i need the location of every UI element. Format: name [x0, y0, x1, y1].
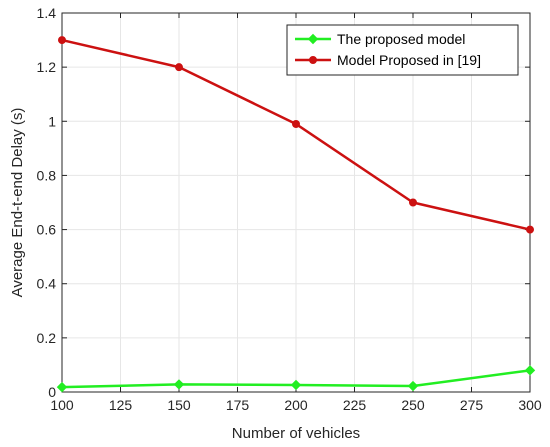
x-tick-label: 225 [343, 397, 367, 413]
y-tick-label: 1.2 [37, 59, 57, 75]
legend-swatch-marker [309, 56, 317, 64]
x-tick-label: 125 [109, 397, 133, 413]
x-tick-label: 200 [284, 397, 308, 413]
series-group [56, 36, 536, 393]
legend-entry-1: The proposed model [295, 31, 465, 47]
y-tick-label: 0.6 [37, 222, 57, 238]
y-tick-label: 0.2 [37, 330, 57, 346]
legend-label: Model Proposed in [19] [337, 52, 481, 68]
x-axis-title: Number of vehicles [232, 425, 360, 442]
x-tick-label: 100 [50, 397, 74, 413]
series-1 [56, 365, 536, 393]
data-point [526, 225, 534, 234]
legend-label: The proposed model [337, 31, 465, 47]
x-tick-label: 150 [167, 397, 191, 413]
legend-box [286, 24, 519, 76]
x-tick-label: 300 [518, 397, 542, 413]
data-point [58, 36, 66, 45]
data-point [290, 379, 302, 391]
legend-swatch-marker [307, 33, 319, 45]
y-tick-label: 0.8 [37, 167, 57, 183]
axis-ticks: 100 125 150 175 200 225 250 275 300 0 0.2 0.4 0.6 0.8… [37, 5, 542, 413]
data-point [56, 381, 68, 393]
x-tick-label: 250 [401, 397, 425, 413]
y-tick-label: 1 [48, 113, 56, 129]
legend: The proposed model Model Proposed in [19] [286, 24, 519, 76]
y-tick-label: 0.4 [37, 276, 57, 292]
x-tick-label: 275 [460, 397, 484, 413]
y-axis-title: Average End-t-end Delay (s) [9, 108, 26, 298]
legend-entry-2: Model Proposed in [19] [295, 52, 481, 68]
y-tick-label: 1.4 [37, 5, 57, 21]
x-tick-label: 175 [226, 397, 250, 413]
data-point [175, 63, 183, 72]
y-tick-label: 0 [48, 384, 56, 400]
data-point [524, 365, 536, 376]
series-2 [58, 36, 534, 234]
data-point [292, 119, 300, 128]
data-point [407, 380, 419, 392]
data-point [173, 379, 185, 390]
data-point [409, 198, 417, 207]
